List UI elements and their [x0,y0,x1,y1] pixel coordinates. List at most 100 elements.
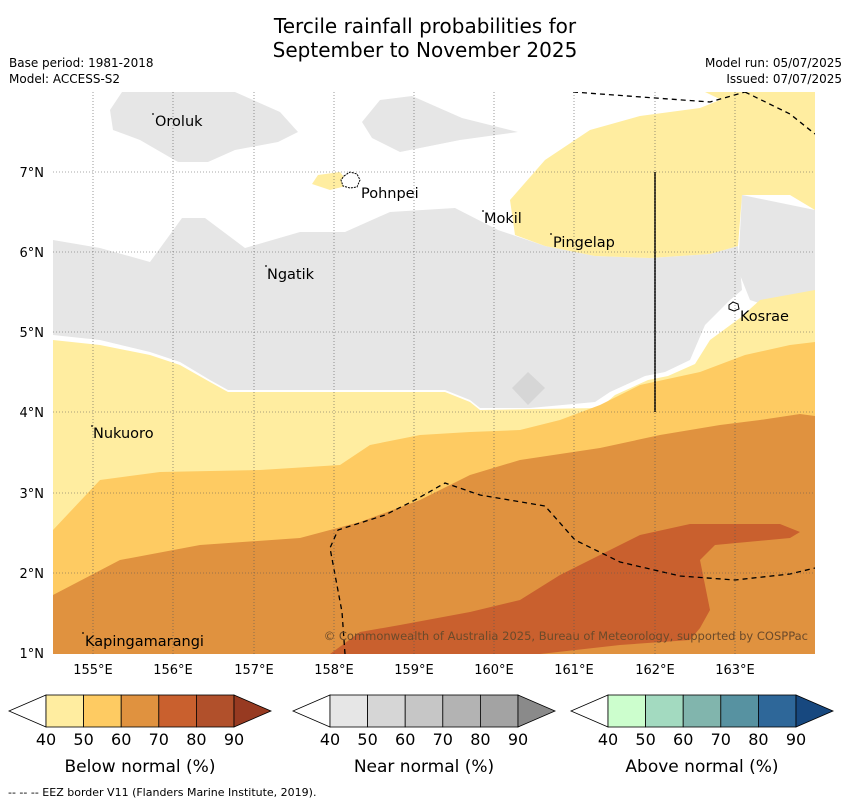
label-nukuoro: Nukuoro [93,426,154,442]
colorbar-3-tick-50: 50 [635,730,655,749]
near-normal-kosrae [738,195,815,310]
lat-tick-1n: 1°N [20,647,45,662]
label-pohnpei: Pohnpei [361,186,419,202]
lon-tick-161e: 161°E [554,663,594,678]
colorbar-1-tick-90: 90 [224,730,244,749]
colorbar-2-above-90 [517,694,557,728]
colorbar-2-tick-70: 70 [433,730,453,749]
lat-tick-7n: 7°N [20,166,45,181]
colorbar-3-tick-90: 90 [786,730,806,749]
colorbar-3-tick-60: 60 [673,730,693,749]
lon-tick-159e: 159°E [394,663,434,678]
colorbar-2-tick-80: 80 [470,730,490,749]
colorbar-3-segment-5 [758,694,797,728]
lat-tick-5n: 5°N [20,326,45,341]
colorbar-3-tick-40: 40 [598,730,618,749]
colorbar-2-below-40 [291,694,331,728]
lon-tick-160e: 160°E [474,663,514,678]
ngatik-marker [265,265,267,267]
lat-tick-2n: 2°N [20,567,45,582]
title-line-1: Tercile rainfall probabilities for [273,14,577,38]
colorbar-2-segment-1 [329,694,368,728]
near-normal-main [53,208,742,408]
colorbar-1-tick-80: 80 [186,730,206,749]
label-oroluk: Oroluk [155,114,203,130]
colorbar-1-above-90 [233,694,273,728]
colorbar-3-above-90 [795,694,835,728]
below-normal-40-50-topright [705,92,815,108]
model-run: Model run: 05/07/2025 [704,56,842,70]
base-period: Base period: 1981-2018 [9,56,154,70]
footnote: -- -- -- EEZ border V11 (Flanders Marine… [8,786,317,799]
colorbar-3-segment-3 [682,694,722,728]
oroluk-marker [152,113,154,115]
model-name: Model: ACCESS-S2 [9,72,121,86]
kosrae-island [728,301,740,312]
eez-border-north [572,92,746,103]
lon-tick-163e: 163°E [715,663,755,678]
colorbar-2: 40 50 60 70 80 90 Near normal (%) [291,694,557,777]
lat-tick-6n: 6°N [20,246,45,261]
lon-tick-158e: 158°E [314,663,354,678]
colorbar-1-segment-4 [158,694,197,728]
label-kapingamarangi: Kapingamarangi [85,634,204,650]
below-normal-70-80 [330,524,800,654]
colorbar-3-segment-4 [720,694,759,728]
colorbar-2-label: Near normal (%) [354,757,494,777]
near-normal-top-center [362,96,518,152]
pohnpei-island [340,171,361,189]
colorbar-1-segment-3 [120,694,160,728]
meta-left: Base period: 1981-2018 Model: ACCESS-S2 [9,55,154,87]
eez-border-south [329,482,815,654]
below-normal-40-50-north [510,92,815,258]
title-line-2: September to November 2025 [272,38,578,62]
colorbar-2-tick-60: 60 [395,730,415,749]
colorbar-3: 40 50 60 70 80 90 Above normal (%) [569,694,835,777]
colorbar-3-label: Above normal (%) [625,757,778,777]
lon-tick-156e: 156°E [153,663,193,678]
gridlines [53,92,815,654]
colorbar-3-segment-1 [607,694,646,728]
colorbar-1-label: Below normal (%) [65,757,216,777]
below-normal-40-50-pohnpei [312,172,350,190]
label-ngatik: Ngatik [267,267,315,283]
issued-date: Issued: 07/07/2025 [726,72,842,86]
label-pingelap: Pingelap [553,235,615,251]
colorbar-2-tick-40: 40 [320,730,340,749]
colorbar-1-segment-2 [83,694,122,728]
colorbar-2-tick-90: 90 [508,730,528,749]
colorbar-1: 40 50 60 70 80 90 Below normal (%) [7,694,273,777]
colorbar-1-segment-1 [45,694,84,728]
colorbar-1-tick-50: 50 [73,730,93,749]
lat-tick-3n: 3°N [20,487,45,502]
colorbar-3-tick-70: 70 [711,730,731,749]
colorbar-1-tick-60: 60 [111,730,131,749]
colorbar-3-below-40 [569,694,609,728]
colorbar-2-segment-2 [367,694,406,728]
near-normal-diamond [512,372,545,405]
meta-right: Model run: 05/07/2025 Issued: 07/07/2025 [705,55,842,87]
kapingamarangi-marker [82,632,84,634]
colorbar-2-segment-4 [442,694,481,728]
colorbar-2-tick-50: 50 [357,730,377,749]
colorbar-3-tick-80: 80 [748,730,768,749]
map-area: Oroluk Pohnpei Mokil Pingelap Ngatik Kos… [53,92,815,654]
near-normal-top-oroluk [110,92,298,162]
nukuoro-marker [91,425,93,427]
colorbar-1-tick-40: 40 [36,730,56,749]
colorbar-2-segment-3 [404,694,444,728]
lon-tick-157e: 157°E [234,663,274,678]
colorbar-1-below-40 [7,694,47,728]
chart-title: Tercile rainfall probabilities for Septe… [0,14,850,62]
copyright-text: © Commonwealth of Australia 2025, Bureau… [324,629,808,643]
colorbar-1-segment-5 [195,694,235,728]
pingelap-marker [550,233,552,235]
lon-tick-162e: 162°E [635,663,675,678]
mokil-marker [482,210,484,212]
colorbars: 40 50 60 70 80 90 Below normal (%) 40 50 60 70 80 90… [7,694,835,777]
lon-tick-155e: 155°E [73,663,113,678]
lat-tick-4n: 4°N [20,406,45,421]
label-kosrae: Kosrae [740,309,789,325]
colorbar-1-tick-70: 70 [149,730,169,749]
